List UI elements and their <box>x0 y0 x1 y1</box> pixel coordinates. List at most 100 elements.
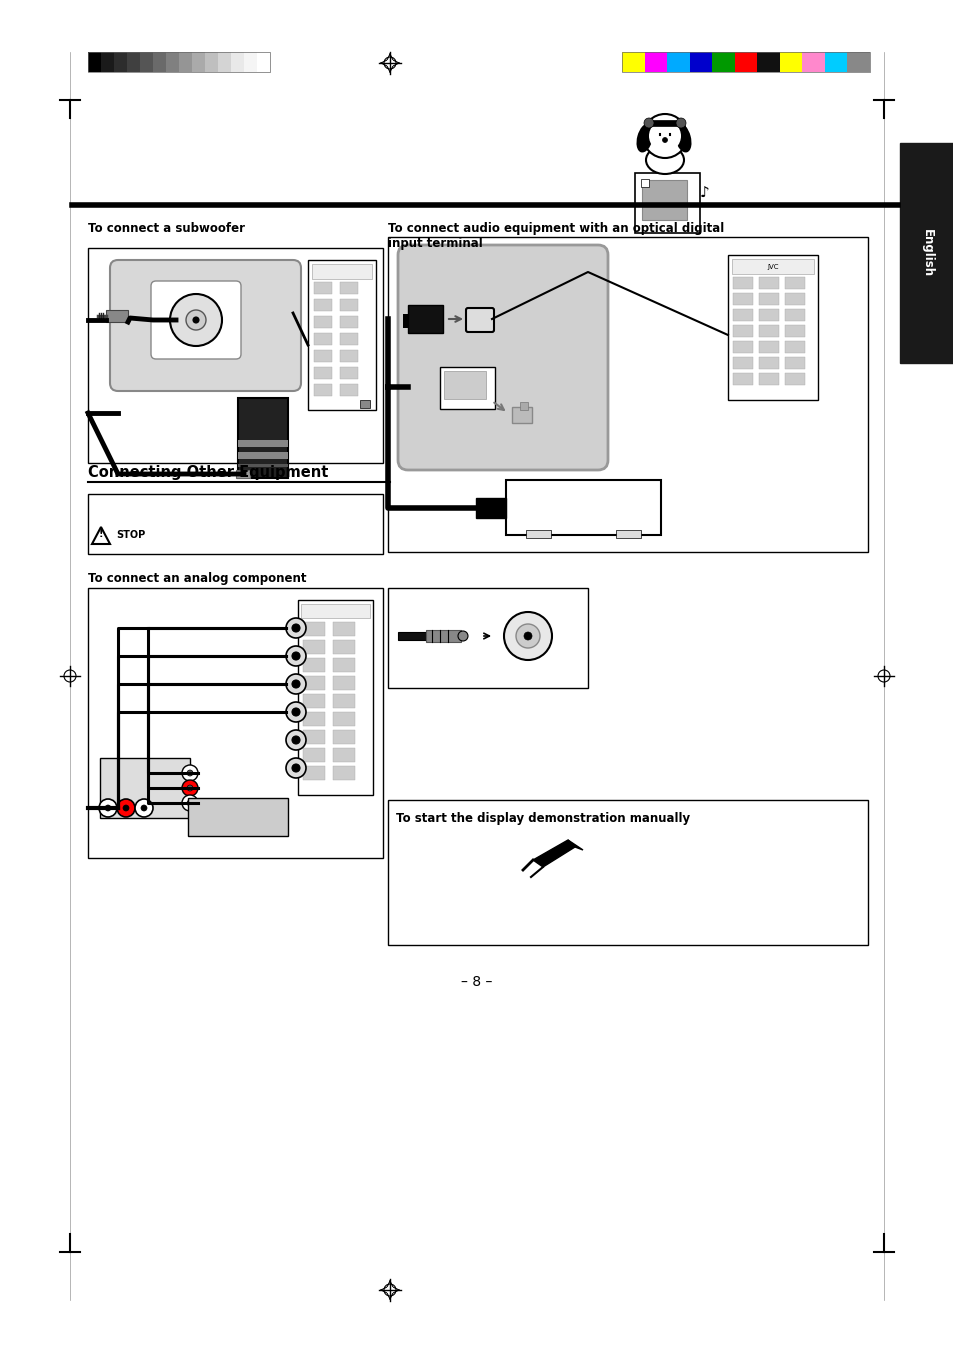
Text: STOP: STOP <box>116 530 145 539</box>
Bar <box>314 316 332 329</box>
Bar <box>732 373 752 385</box>
Bar <box>106 310 128 322</box>
Bar <box>152 51 166 72</box>
Circle shape <box>99 799 117 817</box>
Bar <box>205 51 218 72</box>
Text: JVC: JVC <box>766 264 778 270</box>
Bar <box>621 51 869 72</box>
Bar <box>635 173 700 233</box>
Bar <box>525 530 551 538</box>
Bar <box>640 178 648 187</box>
Circle shape <box>286 675 306 694</box>
Bar <box>88 493 382 554</box>
Bar <box>339 333 357 345</box>
Bar <box>314 384 332 396</box>
Bar <box>759 293 779 306</box>
Text: !: ! <box>99 529 103 539</box>
FancyBboxPatch shape <box>110 260 301 391</box>
Circle shape <box>187 800 193 806</box>
Bar <box>397 631 428 639</box>
Text: English: English <box>920 228 933 277</box>
Circle shape <box>187 771 193 776</box>
Circle shape <box>292 708 299 717</box>
Bar <box>303 748 325 763</box>
Circle shape <box>193 316 199 323</box>
Circle shape <box>286 702 306 722</box>
Bar <box>88 247 382 462</box>
Bar <box>759 373 779 385</box>
Bar <box>101 51 113 72</box>
Bar <box>784 373 804 385</box>
Circle shape <box>182 780 198 796</box>
Bar <box>784 310 804 320</box>
Circle shape <box>123 804 129 811</box>
Bar <box>339 366 357 379</box>
Bar <box>732 277 752 289</box>
Bar <box>333 730 355 744</box>
Text: To connect audio equipment with an optical digital
input terminal: To connect audio equipment with an optic… <box>388 222 723 250</box>
Bar <box>784 357 804 369</box>
Bar <box>314 333 332 345</box>
Bar <box>359 400 370 408</box>
Bar <box>140 51 152 72</box>
Bar <box>314 366 332 379</box>
Bar <box>732 324 752 337</box>
Bar <box>824 51 846 72</box>
Bar <box>731 260 813 274</box>
Bar <box>244 51 256 72</box>
Bar <box>333 658 355 672</box>
Bar <box>621 51 644 72</box>
Bar <box>388 588 587 688</box>
Polygon shape <box>567 840 582 850</box>
Bar <box>303 639 325 654</box>
Circle shape <box>676 118 685 128</box>
Bar <box>303 658 325 672</box>
Bar <box>732 357 752 369</box>
Polygon shape <box>533 840 575 867</box>
Bar <box>439 366 495 410</box>
Circle shape <box>286 758 306 777</box>
Bar <box>784 293 804 306</box>
Bar <box>179 51 192 72</box>
Circle shape <box>286 646 306 667</box>
FancyBboxPatch shape <box>151 281 241 360</box>
Bar <box>689 51 712 72</box>
Bar <box>641 180 686 220</box>
Circle shape <box>182 795 198 811</box>
Bar <box>312 264 372 279</box>
Bar <box>308 260 375 410</box>
Bar <box>388 800 867 945</box>
Circle shape <box>135 799 152 817</box>
Bar <box>192 51 205 72</box>
Bar <box>505 480 660 535</box>
Bar <box>218 51 231 72</box>
Bar <box>333 622 355 635</box>
Bar <box>237 397 288 479</box>
Bar <box>333 767 355 780</box>
Bar <box>333 713 355 726</box>
Bar <box>303 694 325 708</box>
Circle shape <box>187 786 193 791</box>
Circle shape <box>292 652 299 660</box>
Bar <box>333 639 355 654</box>
Text: – 8 –: – 8 – <box>461 975 492 990</box>
FancyBboxPatch shape <box>397 245 607 470</box>
Bar <box>314 299 332 311</box>
Bar <box>666 51 689 72</box>
Bar <box>734 51 757 72</box>
Bar <box>88 51 101 72</box>
Bar <box>759 341 779 353</box>
Text: Connecting Other Equipment: Connecting Other Equipment <box>88 465 328 480</box>
Bar <box>303 622 325 635</box>
Ellipse shape <box>637 124 652 151</box>
Circle shape <box>170 293 222 346</box>
Bar <box>779 51 801 72</box>
Bar <box>166 51 179 72</box>
Bar <box>408 306 442 333</box>
Circle shape <box>105 804 111 811</box>
Circle shape <box>117 799 135 817</box>
Circle shape <box>642 114 686 158</box>
Circle shape <box>523 631 532 639</box>
Bar <box>314 350 332 362</box>
Bar <box>339 299 357 311</box>
